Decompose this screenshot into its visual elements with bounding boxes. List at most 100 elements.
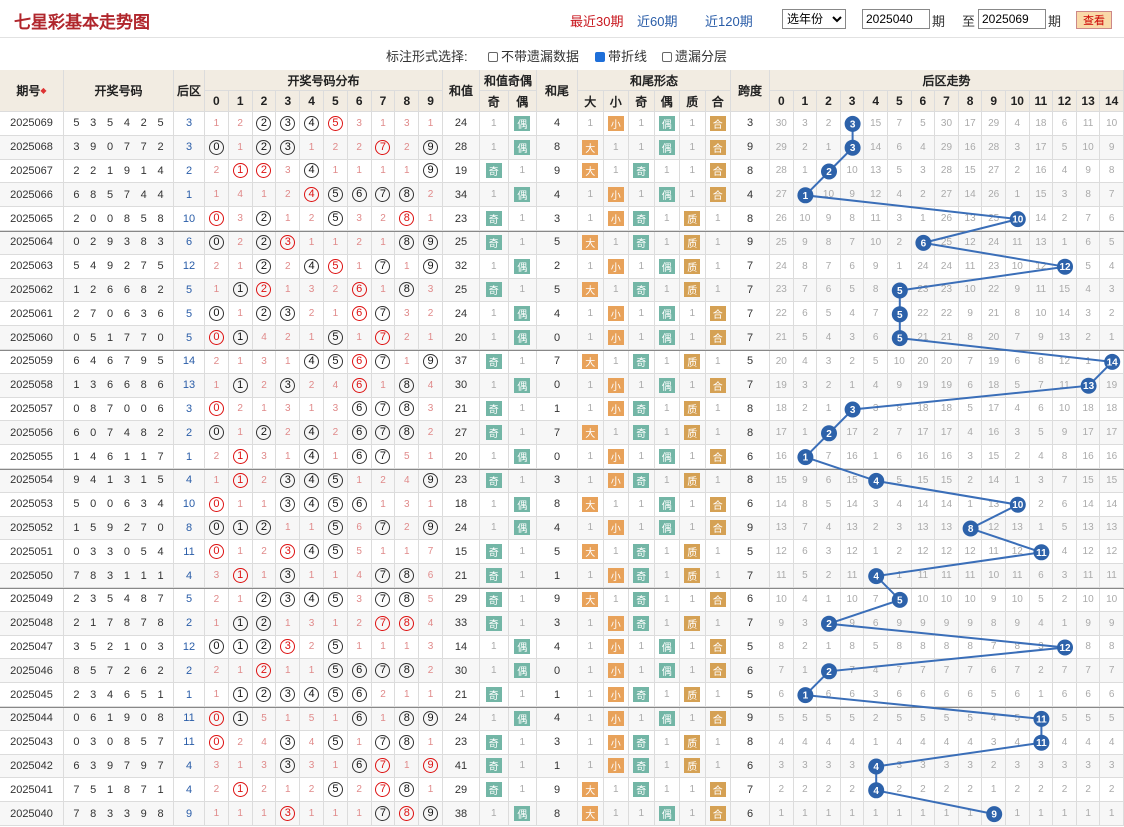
checkbox-layer[interactable] xyxy=(662,52,672,62)
span-cell: 8 xyxy=(731,397,770,422)
dist-ball: 0 xyxy=(208,139,224,155)
miss-value: 3 xyxy=(920,165,926,177)
miss-value: 28 xyxy=(988,141,1000,153)
trend-cell: 8 xyxy=(817,231,841,255)
dist-cell: 4 xyxy=(300,492,324,517)
tag: 合 xyxy=(709,163,726,179)
option-line[interactable]: 带折线 xyxy=(595,46,647,65)
miss-value: 12 xyxy=(1106,546,1118,558)
draw-number: 5 xyxy=(157,355,164,368)
dist-ball: 7 xyxy=(375,187,391,203)
draw-number: 0 xyxy=(140,402,147,415)
from-issue-input[interactable] xyxy=(862,9,930,29)
trend-cell: 6 xyxy=(793,302,818,327)
miss-value: 1 xyxy=(849,379,855,391)
miss-value: 9 xyxy=(1014,284,1021,296)
checkbox-line[interactable] xyxy=(595,52,605,62)
dist-cell: 4 xyxy=(300,588,324,612)
trend-cell: 28 xyxy=(935,159,959,184)
miss-value: 2 xyxy=(1014,165,1021,177)
miss-value: 1 xyxy=(638,379,645,391)
miss-value: 6 xyxy=(1061,498,1068,510)
option-layer[interactable]: 遗漏分层 xyxy=(662,46,727,65)
miss-value: 1 xyxy=(663,236,670,248)
shape-cell: 大 xyxy=(578,350,604,374)
dist-miss: 6 xyxy=(356,522,362,534)
header-issue[interactable]: 期号 ◆ xyxy=(0,70,64,112)
miss-value: 18 xyxy=(940,403,953,415)
tail-cell: 0 xyxy=(537,445,578,469)
shape-cell: 偶 xyxy=(654,516,680,541)
query-button[interactable]: 查看 xyxy=(1076,11,1112,29)
miss-value: 10 xyxy=(870,236,882,248)
dist-ball: 4 xyxy=(304,544,320,560)
dist-ball: 0 xyxy=(208,544,224,560)
issue-cell: 2025066 xyxy=(0,183,64,208)
dist-miss: 3 xyxy=(285,403,291,415)
trend-cell: 7 xyxy=(888,112,912,136)
sum-odd-cell: 奇 xyxy=(480,207,509,231)
tail-cell: 5 xyxy=(537,231,578,255)
dist-cell: 2 xyxy=(205,350,229,374)
dist-cell: 1 xyxy=(395,254,420,279)
issue-cell: 2025058 xyxy=(0,373,64,398)
sort-icon[interactable]: ◆ xyxy=(40,86,47,95)
dist-miss: 1 xyxy=(285,451,291,463)
issue-cell: 2025048 xyxy=(0,611,64,636)
miss-value: 2 xyxy=(1038,498,1044,510)
option-no-missing[interactable]: 不带遗漏数据 xyxy=(488,46,579,65)
miss-value: 15 xyxy=(1035,189,1047,201)
dist-cell: 0 xyxy=(205,635,229,660)
header-digit: 2 xyxy=(252,91,277,112)
dist-miss: 1 xyxy=(237,308,243,320)
dist-ball: 1 xyxy=(232,568,248,584)
trend-cell: 7 xyxy=(1053,469,1077,493)
miss-value: 1 xyxy=(714,474,721,486)
miss-value: 17 xyxy=(988,403,1000,415)
to-issue-input[interactable] xyxy=(978,9,1046,29)
group-separator xyxy=(0,587,1124,589)
year-select[interactable]: 选年份 xyxy=(782,9,846,29)
trend-cell: 5 xyxy=(864,350,888,374)
miss-value: 10 xyxy=(917,593,929,605)
dist-ball: 9 xyxy=(423,353,439,369)
dist-ball: 3 xyxy=(280,591,296,607)
shape-cell: 1 xyxy=(705,421,731,446)
miss-value: 6 xyxy=(1038,570,1044,582)
tag: 奇 xyxy=(633,472,650,488)
draw-number: 2 xyxy=(73,617,80,630)
dist-cell: 2 xyxy=(205,588,229,612)
trend-cell: 10 xyxy=(864,231,888,255)
miss-value: 15 xyxy=(775,474,787,486)
dist-cell: 1 xyxy=(300,516,324,541)
draw-number: 3 xyxy=(73,640,80,653)
trend-cell: 11 xyxy=(1076,112,1101,136)
miss-value: 26 xyxy=(940,213,953,225)
period-30-link[interactable]: 最近30期 xyxy=(570,14,624,29)
miss-value: 1 xyxy=(825,593,832,605)
tag: 偶 xyxy=(658,258,675,274)
miss-value: 5 xyxy=(825,498,832,510)
header-digit: 9 xyxy=(419,91,443,112)
period-120-link[interactable]: 近120期 xyxy=(705,14,753,29)
draw-number: 6 xyxy=(73,355,80,368)
dist-cell: 1 xyxy=(395,540,420,565)
dist-cell: 1 xyxy=(371,231,396,255)
checkbox-no-missing[interactable] xyxy=(488,52,498,62)
dist-miss: 7 xyxy=(427,546,434,558)
miss-value: 23 xyxy=(940,284,953,296)
dist-cell: 8 xyxy=(395,207,420,231)
period-60-link[interactable]: 近60期 xyxy=(637,14,678,29)
dist-cell: 7 xyxy=(371,421,396,446)
miss-value: 9 xyxy=(802,236,808,248)
sum-even-cell: 偶 xyxy=(508,254,537,279)
dist-ball: 8 xyxy=(399,187,415,203)
dist-miss: 2 xyxy=(404,522,410,534)
trend-cell: 3 xyxy=(793,373,818,398)
tag: 偶 xyxy=(658,187,675,203)
sum-odd-cell: 1 xyxy=(480,302,509,327)
dist-cell: 2 xyxy=(419,421,443,446)
trend-cell: 1 xyxy=(1006,183,1030,208)
